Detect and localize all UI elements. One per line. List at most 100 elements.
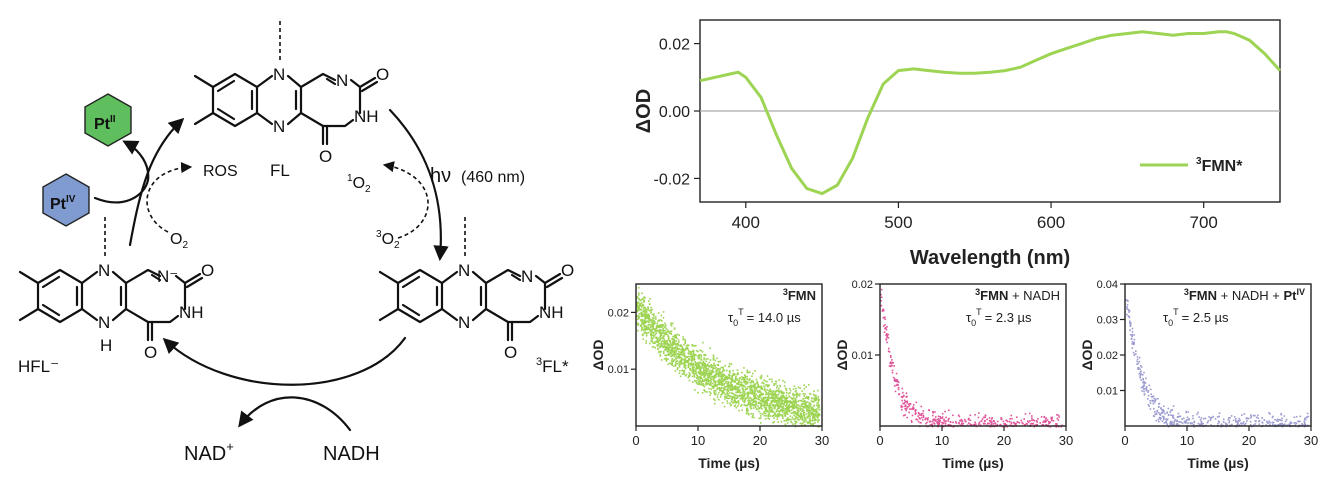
decay-point (783, 402, 785, 405)
decay-point (984, 420, 986, 422)
decay-point (816, 405, 819, 407)
tfl-sup: 3 (536, 356, 542, 368)
decay-point (636, 323, 639, 325)
decay-point (663, 346, 666, 348)
decay-point (1129, 320, 1131, 323)
decay-point (662, 330, 664, 332)
spectrum-xtick-label: 500 (884, 213, 912, 232)
decay-point (749, 391, 752, 393)
decay-point (744, 381, 746, 384)
decay-point (654, 333, 657, 336)
decay-point (693, 366, 695, 368)
decay-point (948, 409, 950, 412)
decay-point (679, 351, 682, 354)
decay-point (646, 327, 648, 330)
decay-point (744, 397, 746, 400)
decay-point (654, 322, 656, 325)
decay-point (677, 367, 679, 369)
decay-point (1133, 354, 1135, 356)
triplet-fl-structure: N N N NH O O (378, 214, 574, 362)
decay-point (723, 384, 725, 386)
decay-point (917, 420, 920, 423)
decay-point (925, 422, 927, 425)
decay-xtick-label: 0 (632, 433, 639, 448)
decay-point (739, 389, 741, 391)
decay-point (787, 406, 789, 409)
decay-point (685, 344, 688, 347)
decay-point (757, 398, 759, 400)
decay-point (766, 385, 769, 388)
decay-point (897, 386, 900, 389)
decay-point (778, 391, 781, 394)
decay-point (664, 329, 666, 332)
decay-xtick-label: 10 (691, 433, 705, 448)
decay-point (812, 412, 814, 415)
decay-point (1131, 331, 1134, 333)
decay-point (788, 400, 790, 403)
decay-point (669, 346, 672, 348)
decay-point (1173, 420, 1176, 422)
decay-point (799, 393, 801, 395)
decay-point (743, 395, 746, 397)
decay-point (723, 379, 726, 381)
decay-point (698, 372, 701, 374)
decay-point (779, 385, 782, 388)
decay-point (1126, 303, 1129, 306)
decay-point (949, 421, 952, 423)
decay-point (755, 397, 757, 400)
decay-point (881, 310, 884, 312)
decay-point (788, 409, 790, 411)
tfl-atom-nh3: NH (539, 303, 564, 322)
decay-point (707, 382, 710, 385)
decay-point (773, 397, 775, 399)
decay-point (762, 393, 764, 395)
decay-point (699, 376, 701, 379)
decay-point (792, 423, 794, 425)
decay-point (716, 387, 719, 390)
decay-point (665, 342, 667, 344)
nad-plus-label: NAD+ (184, 439, 234, 465)
decay-point (1139, 371, 1142, 374)
decay-point (903, 399, 906, 402)
decay-point (710, 392, 712, 394)
decay-point (662, 327, 664, 330)
decay-point (733, 380, 736, 382)
decay-point (944, 420, 946, 423)
decay-point (768, 418, 771, 420)
decay-point (959, 420, 961, 422)
decay-point (781, 415, 783, 417)
decay-point (802, 410, 805, 412)
decay-point (781, 397, 783, 399)
decay-point (789, 406, 791, 409)
decay-point (782, 417, 784, 419)
decay-point (750, 402, 753, 405)
decay-point (728, 370, 731, 372)
decay-point (637, 297, 640, 300)
decay-point (661, 332, 664, 335)
decay-point (812, 417, 814, 419)
platinum-reduction-arrow (93, 140, 150, 204)
decay-point (943, 418, 945, 421)
decay-point (702, 360, 704, 363)
decay-point (1149, 388, 1152, 391)
decay-point (759, 389, 761, 392)
decay-point (788, 387, 791, 390)
decay-point (745, 409, 748, 412)
decay-point (952, 414, 954, 417)
decay-point (675, 340, 677, 342)
decay-point (1235, 425, 1238, 428)
decay-point (697, 363, 699, 365)
decay-point (665, 357, 667, 360)
decay-point (694, 362, 697, 364)
decay-point (649, 328, 652, 331)
decay-ytick-label: 0.01 (1097, 386, 1118, 398)
decay-point (654, 342, 656, 344)
decay-point (660, 326, 662, 328)
decay-point (1153, 415, 1156, 418)
decay-point (698, 382, 700, 384)
decay-point (1203, 417, 1205, 420)
decay-point (654, 329, 656, 332)
decay-point (1061, 424, 1063, 427)
decay-point (703, 374, 705, 376)
decay-point (728, 363, 731, 365)
